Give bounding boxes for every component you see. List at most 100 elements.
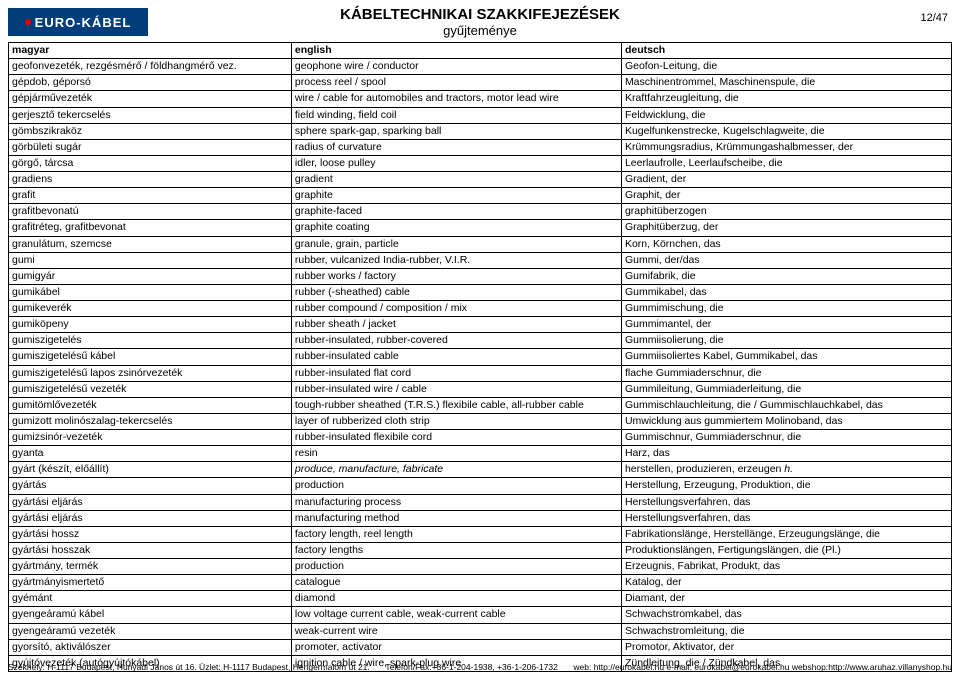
table-row: gépdob, géporsóprocess reel / spoolMasch… [9,75,952,91]
table-cell: Gummimantel, der [621,317,951,333]
table-cell: Gumifabrik, die [621,268,951,284]
column-header-1: english [291,43,621,59]
table-row: gyengeáramú kábellow voltage current cab… [9,607,952,623]
table-row: gyártmányismertetőcatalogueKatalog, der [9,575,952,591]
table-row: gyártási eljárásmanufacturing processHer… [9,494,952,510]
table-cell: Fabrikationslänge, Herstellänge, Erzeugu… [621,526,951,542]
table-row: gumiszigetelésű vezetékrubber-insulated … [9,381,952,397]
table-cell: gerjesztő tekercselés [9,107,292,123]
table-cell: rubber sheath / jacket [291,317,621,333]
table-cell: factory length, reel length [291,526,621,542]
table-row: gumitömlővezetéktough-rubber sheathed (T… [9,397,952,413]
table-cell: geophone wire / conductor [291,59,621,75]
table-cell: rubber (-sheathed) cable [291,284,621,300]
table-cell: rubber, vulcanized India-rubber, V.I.R. [291,252,621,268]
table-row: gyorsító, aktiválószerpromoter, activato… [9,639,952,655]
table-cell: Diamant, der [621,591,951,607]
table-cell: granulátum, szemcse [9,236,292,252]
table-cell: Leerlaufrolle, Leerlaufscheibe, die [621,155,951,171]
table-row: gumigyárrubber works / factoryGumifabrik… [9,268,952,284]
table-cell: gradient [291,172,621,188]
table-cell: gumizsinór-vezeték [9,430,292,446]
table-cell: Produktionslängen, Fertigungslängen, die… [621,542,951,558]
table-row: gumikábelrubber (-sheathed) cableGummika… [9,284,952,300]
table-cell: Umwicklung aus gummiertem Molinoband, da… [621,413,951,429]
table-cell: radius of curvature [291,139,621,155]
table-row: gumiszigetelésű kábelrubber-insulated ca… [9,349,952,365]
table-cell: grafitréteg, grafitbevonat [9,220,292,236]
table-cell: gyengeáramú kábel [9,607,292,623]
table-cell: Gummi, der/das [621,252,951,268]
table-row: gyártási hosszakfactory lengthsProduktio… [9,542,952,558]
table-row: gerjesztő tekercselésfield winding, fiel… [9,107,952,123]
table-cell: rubber works / factory [291,268,621,284]
table-cell: Gummimischung, die [621,301,951,317]
table-row: gömbszikraközsphere spark-gap, sparking … [9,123,952,139]
table-row: gyémántdiamondDiamant, der [9,591,952,607]
table-cell: flache Gummiaderschnur, die [621,365,951,381]
table-cell: diamond [291,591,621,607]
table-cell: Gummileitung, Gummiaderleitung, die [621,381,951,397]
table-cell: görbületi sugár [9,139,292,155]
footer-address: Székhely: H-1117 Budapest, Hunyadi János… [8,662,370,672]
table-row: gumikeverékrubber compound / composition… [9,301,952,317]
table-row: grafitgraphiteGraphit, der [9,188,952,204]
table-row: gyártásproductionHerstellung, Erzeugung,… [9,478,952,494]
table-cell: catalogue [291,575,621,591]
table-cell: Gummiisolierung, die [621,333,951,349]
table-cell: resin [291,446,621,462]
table-cell: granule, grain, particle [291,236,621,252]
table-row: gumizott molinószalag-tekercseléslayer o… [9,413,952,429]
table-cell: Promotor, Aktivator, der [621,639,951,655]
table-cell: Herstellungsverfahren, das [621,510,951,526]
table-cell: gyártási hossz [9,526,292,542]
table-cell: process reel / spool [291,75,621,91]
table-cell: rubber-insulated flexibile cord [291,430,621,446]
table-cell: Schwachstromleitung, die [621,623,951,639]
footer-web: web: http://eurokabel.hu e-mail: eurokab… [573,662,952,672]
table-cell: gyártás [9,478,292,494]
table-cell: wire / cable for automobiles and tractor… [291,91,621,107]
table-cell: gyémánt [9,591,292,607]
table-cell: Feldwicklung, die [621,107,951,123]
table-cell: idler, loose pulley [291,155,621,171]
table-row: grafitréteg, grafitbevonatgraphite coati… [9,220,952,236]
table-cell: rubber-insulated cable [291,349,621,365]
table-cell: gépdob, géporsó [9,75,292,91]
table-cell: tough-rubber sheathed (T.R.S.) flexibile… [291,397,621,413]
table-row: gumiszigetelésű lapos zsinórvezetékrubbe… [9,365,952,381]
table-cell: manufacturing method [291,510,621,526]
table-cell: Gradient, der [621,172,951,188]
table-row: gumizsinór-vezetékrubber-insulated flexi… [9,430,952,446]
table-cell: herstellen, produzieren, erzeugen h. [621,462,951,478]
table-row: gyártási eljárásmanufacturing methodHers… [9,510,952,526]
table-cell: Gummikabel, das [621,284,951,300]
table-cell: promoter, activator [291,639,621,655]
glossary-table: magyarenglishdeutsch geofonvezeték, rezg… [8,42,952,672]
table-cell: weak-current wire [291,623,621,639]
table-cell: Gummischlauchleitung, die / Gummischlauc… [621,397,951,413]
table-cell: Gummischnur, Gummiaderschnur, die [621,430,951,446]
table-cell: grafit [9,188,292,204]
table-cell: Schwachstromkabel, das [621,607,951,623]
table-cell: layer of rubberized cloth strip [291,413,621,429]
table-cell: gyorsító, aktiválószer [9,639,292,655]
table-cell: sphere spark-gap, sparking ball [291,123,621,139]
table-cell: gradiens [9,172,292,188]
table-cell: field winding, field coil [291,107,621,123]
table-cell: gyanta [9,446,292,462]
logo-text: EURO-KÁBEL [35,15,132,30]
table-cell: Krümmungsradius, Krümmungashalbmesser, d… [621,139,951,155]
table-cell: low voltage current cable, weak-current … [291,607,621,623]
footer: Székhely: H-1117 Budapest, Hunyadi János… [8,662,952,672]
table-cell: gumikábel [9,284,292,300]
table-cell: gyártási hosszak [9,542,292,558]
table-cell: görgő, tárcsa [9,155,292,171]
table-cell: Graphit, der [621,188,951,204]
table-cell: gömbszikraköz [9,123,292,139]
footer-phone: Telefon/Fax:+36-1-204-1938, +36-1-206-17… [385,662,557,672]
table-row: grafitbevonatúgraphite-facedgraphitüberz… [9,204,952,220]
column-header-2: deutsch [621,43,951,59]
table-cell: Harz, das [621,446,951,462]
table-cell: Kugelfunkenstrecke, Kugelschlagweite, di… [621,123,951,139]
